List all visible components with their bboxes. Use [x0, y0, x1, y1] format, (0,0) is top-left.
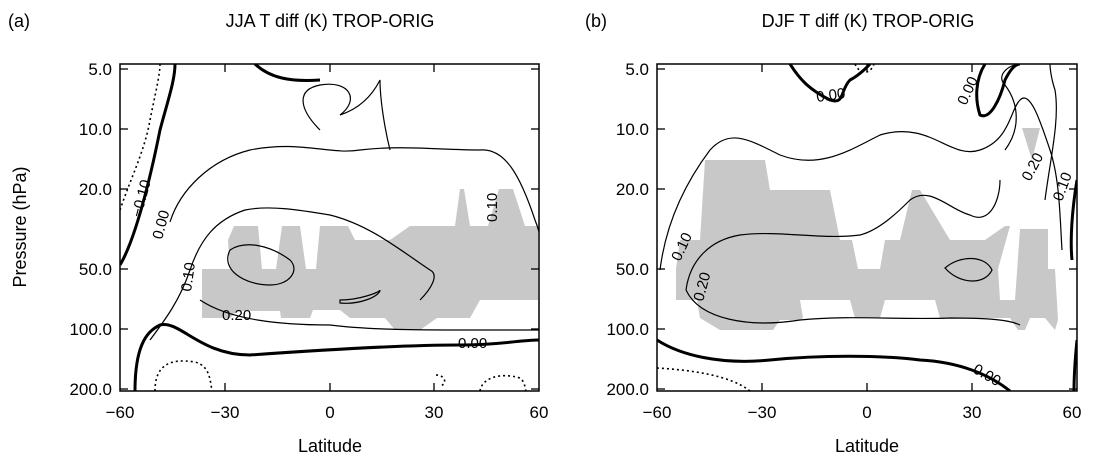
- x-tick-label: −60: [106, 403, 135, 422]
- contour-label: 0.10: [178, 261, 199, 292]
- contour-neg-0.10-dot: [435, 374, 446, 387]
- contour-0.00-bottom: [133, 323, 539, 391]
- contour-0.10-right: [1044, 64, 1057, 201]
- contour-0.10-outer: [169, 145, 539, 235]
- panel-b-contours: [659, 64, 1063, 326]
- y-tick-label: 5.0: [625, 60, 649, 79]
- x-tick-label: 0: [862, 403, 871, 422]
- panel-a-zero-contours: [120, 64, 539, 391]
- contour-neg-0.10-bottom: [154, 360, 213, 391]
- panel-a-title: JJA T diff (K) TROP-ORIG: [226, 11, 435, 31]
- x-tick-label: 0: [325, 403, 334, 422]
- contour-label: −0.10: [128, 178, 154, 219]
- contour-0.10-outer: [659, 97, 1063, 271]
- panel-a-xlabel: Latitude: [298, 436, 362, 456]
- contour-0.10-left: [149, 207, 435, 341]
- x-tick-label: 60: [1063, 403, 1082, 422]
- contour-neg-0.10-topleft: [120, 64, 161, 211]
- panel-b-letter: (b): [585, 11, 607, 31]
- contour-0.20-right: [1001, 64, 1021, 151]
- x-tick-label: 30: [425, 403, 444, 422]
- panel-a: (a) JJA T diff (K) TROP-ORIG: [8, 11, 548, 456]
- panel-b-zero-contours: [657, 64, 1077, 391]
- y-tick-label: 200.0: [606, 380, 649, 399]
- x-tick-label: −30: [748, 403, 777, 422]
- contour-0.00-top: [788, 64, 872, 103]
- panel-b-y-ticklabels: 5.0 10.0 20.0 50.0 100.0 200.0: [606, 60, 649, 399]
- y-tick-label: 200.0: [69, 380, 112, 399]
- panel-a-contours: [149, 79, 539, 341]
- x-tick-label: −30: [211, 403, 240, 422]
- contour-0.20: [199, 299, 539, 331]
- y-tick-label: 50.0: [616, 260, 649, 279]
- panel-a-ylabel: Pressure (hPa): [10, 166, 30, 287]
- panel-a-y-ticklabels: 5.0 10.0 20.0 50.0 100.0 200.0: [69, 60, 112, 399]
- contour-label: 0.00: [458, 335, 487, 352]
- panel-b: (b) DJF T diff (K) TROP-ORIG: [585, 11, 1081, 456]
- panel-a-neg-contours: [120, 64, 527, 391]
- contour-label: 0.00: [970, 361, 1004, 390]
- y-tick-label: 100.0: [69, 320, 112, 339]
- contour-label: 0.00: [815, 85, 846, 106]
- panel-a-ticks: [120, 64, 539, 391]
- contour-0.20-small: [339, 289, 381, 304]
- panel-a-letter: (a): [8, 11, 30, 31]
- y-tick-label: 10.0: [79, 120, 112, 139]
- contour-0.20: [685, 289, 1021, 326]
- contour-0.20-upper: [685, 179, 1001, 291]
- panel-b-ticks: [657, 64, 1077, 391]
- panel-b-title: DJF T diff (K) TROP-ORIG: [762, 11, 975, 31]
- panel-a-contour-labels: −0.10 0.00 0.10 0.20 0.10 0.00: [128, 178, 501, 352]
- contour-label: 0.10: [1050, 170, 1076, 203]
- contour-0.20-inner: [944, 257, 993, 282]
- contour-0.00-top: [253, 64, 321, 82]
- contour-label: 0.20: [1019, 150, 1048, 184]
- y-tick-label: 20.0: [79, 180, 112, 199]
- contour-0.10-upper: [302, 79, 391, 151]
- contour-0.00-bottom: [657, 338, 1011, 391]
- panel-a-shading: [202, 189, 538, 330]
- panel-b-xlabel: Latitude: [835, 436, 899, 456]
- contour-neg-0.10-right: [479, 374, 527, 391]
- panel-a-x-ticklabels: −60 −30 0 30 60: [106, 403, 549, 422]
- contour-neg-0.10-bottomleft: [657, 367, 751, 391]
- y-tick-label: 10.0: [616, 120, 649, 139]
- contour-label: 0.20: [690, 270, 714, 303]
- panel-b-x-ticklabels: −60 −30 0 30 60: [643, 403, 1082, 422]
- panel-b-neg-contours: [657, 64, 875, 391]
- panel-b-shading: [676, 128, 1058, 330]
- contour-label: 0.10: [484, 193, 501, 222]
- contour-0.00-topright: [1069, 179, 1077, 261]
- y-tick-label: 20.0: [616, 180, 649, 199]
- x-tick-label: 30: [963, 403, 982, 422]
- contour-0.00-upperright: [975, 64, 1021, 118]
- x-tick-label: 60: [530, 403, 549, 422]
- contour-0.00-left: [120, 64, 177, 266]
- y-tick-label: 50.0: [79, 260, 112, 279]
- y-tick-label: 100.0: [606, 320, 649, 339]
- contour-label: 0.00: [149, 208, 173, 241]
- contour-0.20-inner: [227, 244, 295, 286]
- y-tick-label: 5.0: [88, 60, 112, 79]
- contour-label: 0.20: [222, 307, 251, 324]
- x-tick-label: −60: [643, 403, 672, 422]
